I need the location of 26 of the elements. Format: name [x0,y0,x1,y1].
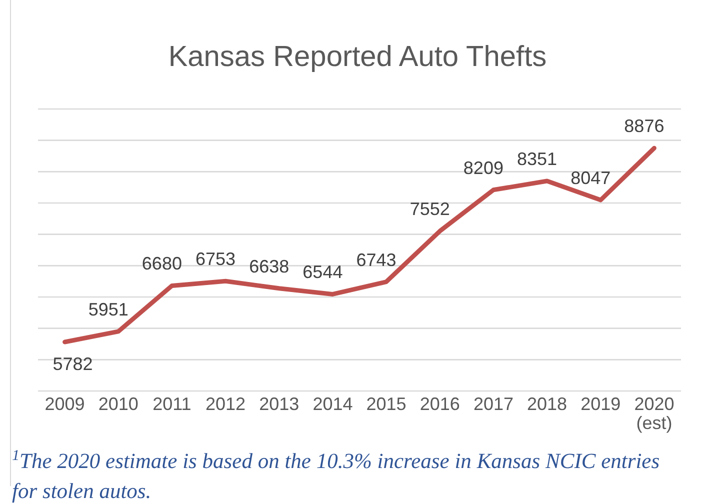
x-tick-label: 2016 [420,394,460,414]
data-label: 6753 [196,249,236,270]
x-tick-label: 2011 [152,394,192,414]
data-label: 6743 [356,250,396,270]
x-tick-label: 2012 [206,394,246,414]
data-label: 5951 [88,299,128,320]
data-label: 8047 [570,168,611,188]
x-tick-label: 2019 [580,394,621,414]
x-tick-label: 2015 [366,394,406,414]
data-label: 8876 [624,116,664,136]
data-label: 6544 [302,262,343,282]
data-label: 6680 [142,254,182,274]
text: $^{1}$The 2020 estimate is based on the 10.3% increase in Kansas NCIC entries for stolen autos. [12,448,660,504]
x-tick-label: 2009 [44,394,85,414]
x-tick-label: 2017 [473,394,514,414]
data-label: 7552 [410,199,450,220]
data-label: 6638 [249,256,290,276]
data-label: 5782 [52,354,93,374]
data-label: 8209 [463,158,504,178]
x-tick-label: 2020 (est) [634,394,674,434]
x-tick-label: 2013 [259,394,300,414]
x-tick-label: 2014 [312,394,353,414]
chart-title: Kansas Reported Auto Thefts [168,41,547,73]
x-tick-label: 2018 [527,394,568,414]
x-tick-label: 2010 [98,394,138,414]
data-label: 8351 [517,149,558,170]
